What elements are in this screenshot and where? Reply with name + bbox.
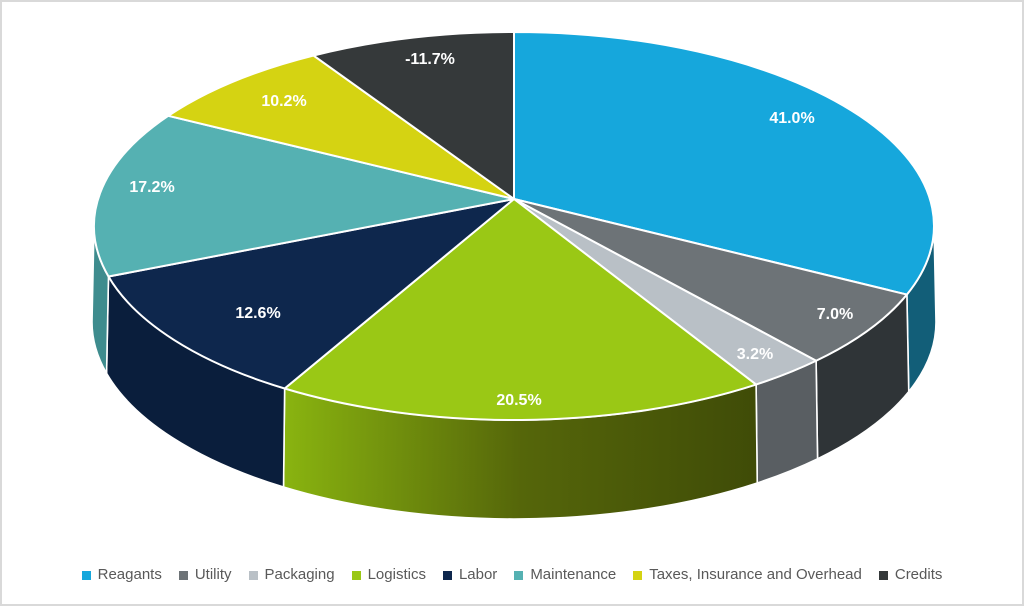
pie-slice-credits[interactable] [312,31,515,200]
pie-slice-utility[interactable] [513,198,908,362]
legend-label-packaging: Packaging [264,566,335,583]
pie-slice-reagants[interactable] [513,31,935,296]
legend-label-reagants: Reagants [97,566,162,583]
data-label-logistics: 20.5% [496,392,541,409]
legend: Reagants Utility Packaging Logistics Labor Ma… [2,562,1022,588]
data-label-reagants: 41.0% [769,110,814,127]
legend-label-taxes-insurance-and-overhead: Taxes, Insurance and Overhead [649,566,862,583]
data-label-maintenance: 17.2% [129,179,174,196]
legend-swatch-taxes-insurance-and-overhead [633,570,643,580]
legend-item-maintenance[interactable]: Maintenance [514,564,616,586]
data-label-labor: 12.6% [235,305,280,322]
pie-chart-svg: 41.0% 7.0% 3.2% 20.5% 12.6% 17.2% 10.2% -11.7% [91,31,937,520]
legend-item-reagants[interactable]: Reagants [81,564,162,586]
legend-swatch-logistics [351,570,361,580]
legend-swatch-packaging [248,570,258,580]
legend-swatch-maintenance [514,570,524,580]
pie-slice-taxes-insurance-and-overhead[interactable] [167,54,515,200]
pie-slice-maintenance[interactable] [93,114,515,278]
data-label-packaging: 3.2% [737,346,773,363]
legend-label-credits: Credits [894,566,943,583]
data-label-taxes-insurance-and-overhead: 10.2% [261,93,306,110]
legend-label-logistics: Logistics [367,566,426,583]
legend-swatch-credits [878,570,888,580]
legend-label-maintenance: Maintenance [530,566,617,583]
legend-item-packaging[interactable]: Packaging [248,564,335,586]
pie-slice-logistics[interactable] [283,198,758,421]
data-label-utility: 7.0% [817,306,853,323]
legend-swatch-labor [442,570,452,580]
legend-item-labor[interactable]: Labor [442,564,498,586]
legend-swatch-utility [178,570,188,580]
pie-slice-labor[interactable] [107,198,515,390]
legend-label-utility: Utility [194,566,232,583]
legend-item-credits[interactable]: Credits [878,564,943,586]
legend-label-labor: Labor [458,566,498,583]
legend-item-logistics[interactable]: Logistics [351,564,426,586]
legend-item-utility[interactable]: Utility [178,564,232,586]
legend-swatch-reagants [81,570,91,580]
data-label-credits: -11.7% [405,51,455,68]
legend-item-taxes-insurance-and-overhead[interactable]: Taxes, Insurance and Overhead [633,564,862,586]
